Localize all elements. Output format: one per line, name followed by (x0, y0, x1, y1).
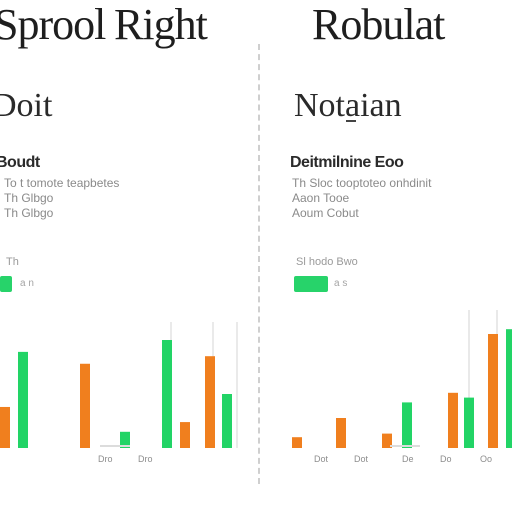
right-panel-heading: Notaian (294, 87, 402, 124)
left-status-pill[interactable] (0, 276, 12, 292)
left-chart-bar-green-1 (18, 351, 28, 448)
text-cursor-marker (346, 120, 356, 122)
left-chart-bar-orange-2 (80, 363, 90, 448)
right-chart-tick-label-4: Oo (480, 454, 492, 464)
title-part-1: Sprool (0, 0, 106, 49)
left-chart-tick-label-0: Dro (98, 454, 113, 464)
right-small-label: Sl hodo Bwo (296, 256, 358, 268)
page-title: Sprool Right Robulat (0, 2, 512, 48)
right-chart-tick-label-0: Dot (314, 454, 329, 464)
right-chart-bar-orange-3 (448, 392, 458, 448)
right-chart-bar-orange-2 (382, 433, 392, 448)
left-panel-subtitle: Boudt (0, 154, 40, 171)
left-panel-heading: Doit (0, 87, 53, 124)
right-chart-tick-label-2: De (402, 454, 414, 464)
left-desc-line-1: To t tomote teapbetes (4, 176, 120, 190)
right-status-caption: a s (334, 278, 348, 289)
left-chart-bar-green-3 (120, 431, 130, 448)
right-chart-tick-label-3: Do (440, 454, 452, 464)
right-chart-tick-label-1: Dot (354, 454, 369, 464)
left-panel: Doit Boudt To t tomote teapbetes Th Glbg… (0, 80, 250, 500)
right-chart-bar-green-6 (506, 329, 512, 448)
right-desc-line-3: Aoum Cobut (292, 206, 359, 220)
left-panel-description: To t tomote teapbetes Th Glbgo Th Glbgo (4, 176, 204, 221)
left-chart-bar-orange-5 (180, 422, 190, 448)
panel-divider (258, 44, 260, 484)
left-chart-bar-orange-6 (205, 356, 215, 448)
left-chart-tick-label-1: Dro (138, 454, 153, 464)
right-chart-bar-orange-0 (292, 437, 302, 448)
right-panel: Notaian Deitmilnine Eoo Th Sloc tooptote… (290, 80, 512, 500)
title-part-2: Right (114, 0, 208, 49)
left-small-label: Th (6, 256, 19, 268)
left-chart-bar-orange-0 (0, 406, 10, 448)
right-desc-line-1: Th Sloc tooptoteo onhdinit (292, 176, 432, 190)
left-status-caption: a n (20, 278, 34, 289)
right-panel-description: Th Sloc tooptoteo onhdinit Aaon Tooe Aou… (292, 176, 492, 221)
right-chart-bar-orange-1 (336, 418, 346, 448)
left-desc-line-2: Th Glbgo (4, 191, 54, 205)
left-chart-bar-green-7 (222, 394, 232, 448)
right-chart-bar-green-2 (402, 402, 412, 448)
left-bar-chart: Dro Dro (0, 322, 238, 464)
left-chart-bar-green-4 (162, 340, 172, 448)
title-part-3: Robulat (312, 0, 445, 49)
right-desc-line-2: Aaon Tooe (292, 191, 350, 205)
right-panel-subtitle: Deitmilnine Eoo (290, 154, 404, 171)
right-status-pill[interactable] (294, 276, 328, 292)
right-chart-bar-orange-4 (488, 334, 498, 448)
left-desc-line-3: Th Glbgo (4, 206, 54, 220)
right-chart-bar-green-5 (464, 397, 474, 448)
right-bar-chart: Dot Dot De Do Oo (292, 310, 512, 464)
